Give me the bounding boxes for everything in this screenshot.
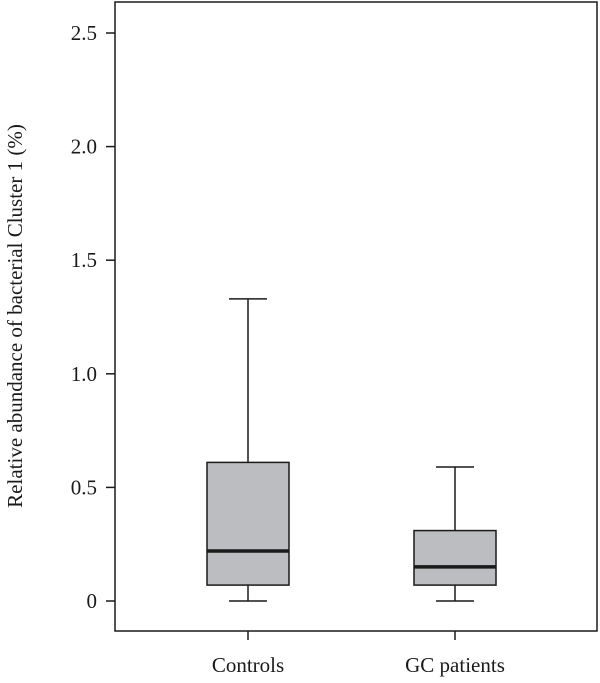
x-tick-label: Controls — [212, 653, 284, 677]
box-iqr — [413, 529, 497, 586]
y-tick-label: 2.5 — [71, 21, 97, 45]
y-axis: 0 0.5 1.0 1.5 2.0 2.5 — [71, 21, 115, 613]
y-tick-label: 1.0 — [71, 362, 97, 386]
plot-frame — [114, 1, 598, 632]
y-tick-label: 2.0 — [71, 135, 97, 159]
y-tick-label: 1.5 — [71, 248, 97, 272]
x-tick-label: GC patients — [405, 653, 505, 677]
y-tick-label: 0.5 — [71, 475, 97, 499]
boxes-group — [206, 298, 497, 602]
y-tick-label: 0 — [87, 589, 98, 613]
y-axis-title: Relative abundance of bacterial Cluster … — [3, 124, 27, 508]
box-gc-patients — [413, 466, 497, 602]
box-iqr — [206, 461, 290, 586]
box-controls — [206, 298, 290, 602]
x-axis: Controls GC patients — [212, 631, 505, 677]
